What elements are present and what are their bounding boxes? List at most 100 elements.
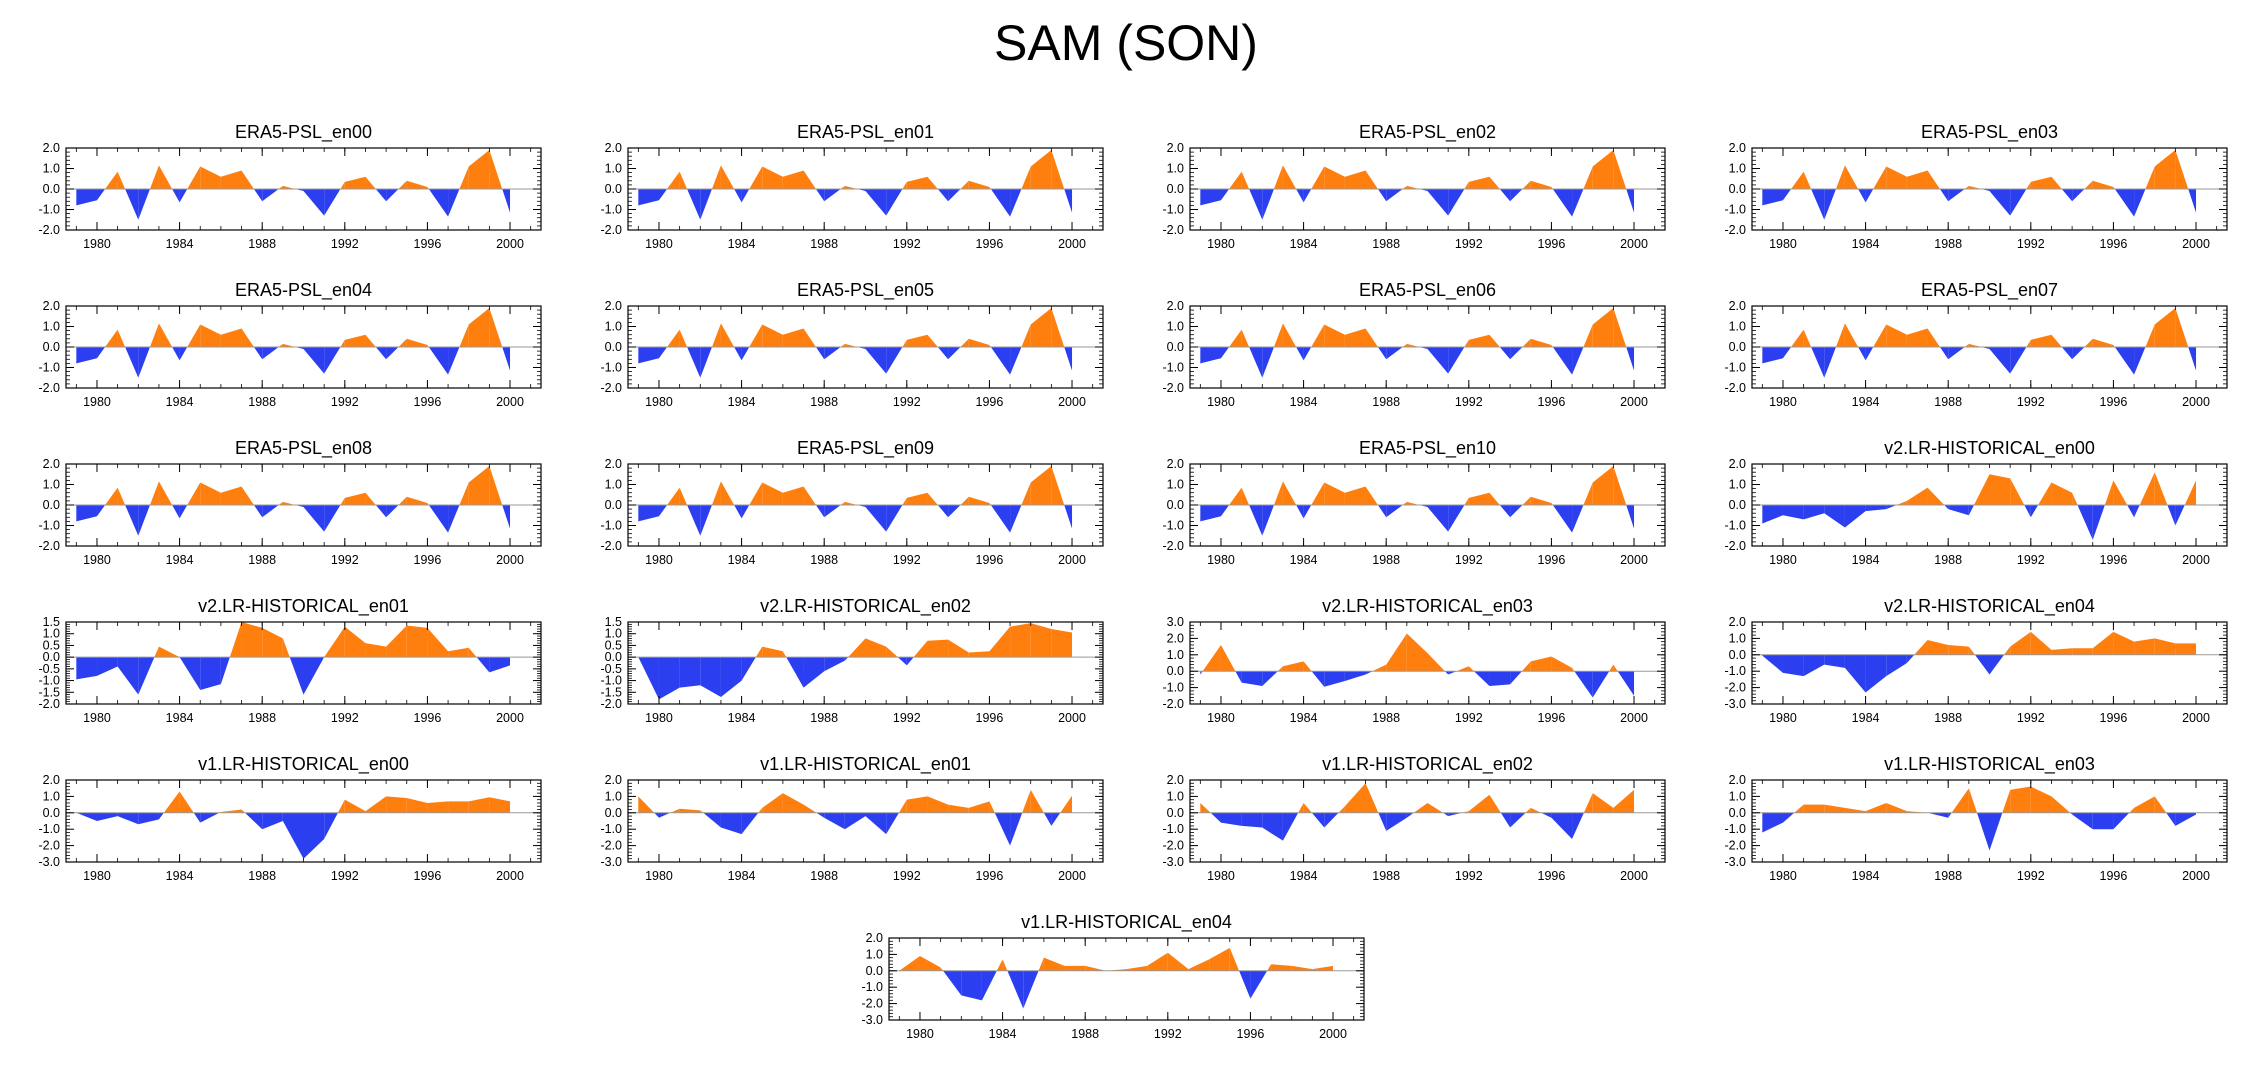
positive-anomaly-area xyxy=(803,170,816,189)
negative-anomaly-area xyxy=(824,657,845,672)
negative-anomaly-area xyxy=(1510,812,1526,828)
negative-anomaly-area xyxy=(1023,970,1039,1009)
x-tick-label: 1988 xyxy=(1934,869,1962,883)
y-tick-label: -2.0 xyxy=(1162,223,1184,237)
negative-anomaly-area xyxy=(1064,505,1073,529)
x-tick-label: 1996 xyxy=(2100,395,2128,409)
negative-anomaly-area xyxy=(1220,347,1230,359)
negative-anomaly-area xyxy=(658,812,671,818)
negative-anomaly-area xyxy=(1927,812,1949,818)
y-tick-label: 1.0 xyxy=(43,478,60,492)
negative-anomaly-area xyxy=(1944,505,1949,510)
positive-anomaly-area xyxy=(1291,965,1313,971)
negative-anomaly-area xyxy=(244,812,263,830)
x-tick-label: 1980 xyxy=(645,553,673,567)
y-tick-label: 0.0 xyxy=(43,498,60,512)
negative-anomaly-area xyxy=(2134,347,2146,375)
negative-anomaly-area xyxy=(1249,505,1263,536)
positive-anomaly-area xyxy=(149,323,159,347)
positive-anomaly-area xyxy=(2010,478,2025,505)
positive-anomaly-area xyxy=(2154,638,2176,655)
negative-anomaly-area xyxy=(734,505,742,519)
x-tick-label: 1988 xyxy=(810,869,838,883)
positive-anomaly-area xyxy=(406,338,428,347)
x-tick-label: 2000 xyxy=(1620,395,1648,409)
positive-anomaly-area xyxy=(1060,795,1073,813)
negative-anomaly-area xyxy=(1762,654,1783,673)
negative-anomaly-area xyxy=(1762,189,1783,206)
negative-anomaly-area xyxy=(1510,347,1523,360)
positive-anomaly-area xyxy=(1344,783,1366,813)
positive-anomaly-area xyxy=(2072,492,2078,505)
positive-anomaly-area xyxy=(1613,466,1627,505)
positive-anomaly-area xyxy=(902,497,907,505)
negative-anomaly-area xyxy=(1377,505,1387,518)
positive-anomaly-area xyxy=(968,180,990,189)
positive-anomaly-area xyxy=(919,956,941,971)
positive-anomaly-area xyxy=(1886,324,1907,347)
x-tick-label: 2000 xyxy=(2182,869,2210,883)
negative-anomaly-area xyxy=(1448,347,1465,374)
x-tick-label: 1980 xyxy=(1769,869,1797,883)
positive-anomaly-area xyxy=(1051,308,1065,347)
positive-anomaly-area xyxy=(1835,165,1845,189)
positive-anomaly-area xyxy=(1010,623,1031,658)
positive-anomaly-area xyxy=(989,344,991,347)
negative-anomaly-area xyxy=(375,189,387,202)
y-tick-label: -1.0 xyxy=(1724,519,1746,533)
negative-anomaly-area xyxy=(179,347,188,361)
positive-anomaly-area xyxy=(344,334,366,347)
negative-anomaly-area xyxy=(96,657,118,676)
panel-title: v2.LR-HISTORICAL_en01 xyxy=(198,596,409,617)
x-tick-label: 1984 xyxy=(1852,395,1880,409)
x-tick-label: 2000 xyxy=(1058,711,1086,725)
negative-anomaly-area xyxy=(1262,671,1278,686)
x-tick-label: 1988 xyxy=(248,711,276,725)
positive-anomaly-area xyxy=(906,796,928,813)
negative-anomaly-area xyxy=(1551,812,1573,840)
x-tick-label: 1992 xyxy=(331,553,359,567)
positive-anomaly-area xyxy=(2113,631,2135,655)
negative-anomaly-area xyxy=(1427,347,1449,374)
positive-anomaly-area xyxy=(1592,150,1614,189)
negative-anomaly-area xyxy=(1572,347,1584,375)
negative-anomaly-area xyxy=(489,657,511,673)
positive-anomaly-area xyxy=(386,796,407,813)
positive-anomaly-area xyxy=(1968,646,1975,655)
negative-anomaly-area xyxy=(448,505,460,533)
x-tick-label: 1988 xyxy=(810,237,838,251)
y-tick-label: 0.0 xyxy=(1729,648,1746,662)
y-tick-label: 2.0 xyxy=(866,931,883,945)
y-tick-label: 0.0 xyxy=(1167,664,1184,678)
positive-anomaly-area xyxy=(1220,644,1236,672)
y-tick-label: 0.0 xyxy=(1729,182,1746,196)
negative-anomaly-area xyxy=(502,347,511,371)
positive-anomaly-area xyxy=(1271,964,1292,971)
positive-anomaly-area xyxy=(1948,644,1969,655)
negative-anomaly-area xyxy=(138,505,150,536)
y-tick-label: 1.0 xyxy=(1167,478,1184,492)
negative-anomaly-area xyxy=(857,505,866,508)
x-tick-label: 1984 xyxy=(1852,237,1880,251)
chart-panel: ERA5-PSL_en07 2.0 1.0 0.0 -1.0 -2.0 1980 1984 19… xyxy=(1724,280,2228,409)
x-tick-label: 1984 xyxy=(1290,869,1318,883)
chart-panel: v1.LR-HISTORICAL_en02 2.0 1.0 0.0 -1.0 -2.0 -3… xyxy=(1162,754,1666,883)
negative-anomaly-area xyxy=(886,189,903,216)
positive-anomaly-area xyxy=(711,481,721,505)
x-tick-label: 1980 xyxy=(1769,395,1797,409)
x-tick-label: 1980 xyxy=(83,553,111,567)
negative-anomaly-area xyxy=(1782,812,1795,823)
positive-anomaly-area xyxy=(1613,308,1627,347)
positive-anomaly-area xyxy=(1282,323,1297,347)
positive-anomaly-area xyxy=(1572,667,1575,672)
y-tick-label: 0.0 xyxy=(43,806,60,820)
positive-anomaly-area xyxy=(1489,492,1500,505)
x-tick-label: 1992 xyxy=(1455,869,1483,883)
positive-anomaly-area xyxy=(782,651,787,658)
positive-anomaly-area xyxy=(365,176,376,189)
chart-panel: v2.LR-HISTORICAL_en04 2.0 1.0 0.0 -1.0 -2.0 -3… xyxy=(1724,596,2228,725)
positive-anomaly-area xyxy=(1344,170,1366,189)
panel-title: ERA5-PSL_en03 xyxy=(1921,122,2058,143)
positive-anomaly-area xyxy=(762,482,783,505)
y-tick-label: -1.0 xyxy=(1162,822,1184,836)
